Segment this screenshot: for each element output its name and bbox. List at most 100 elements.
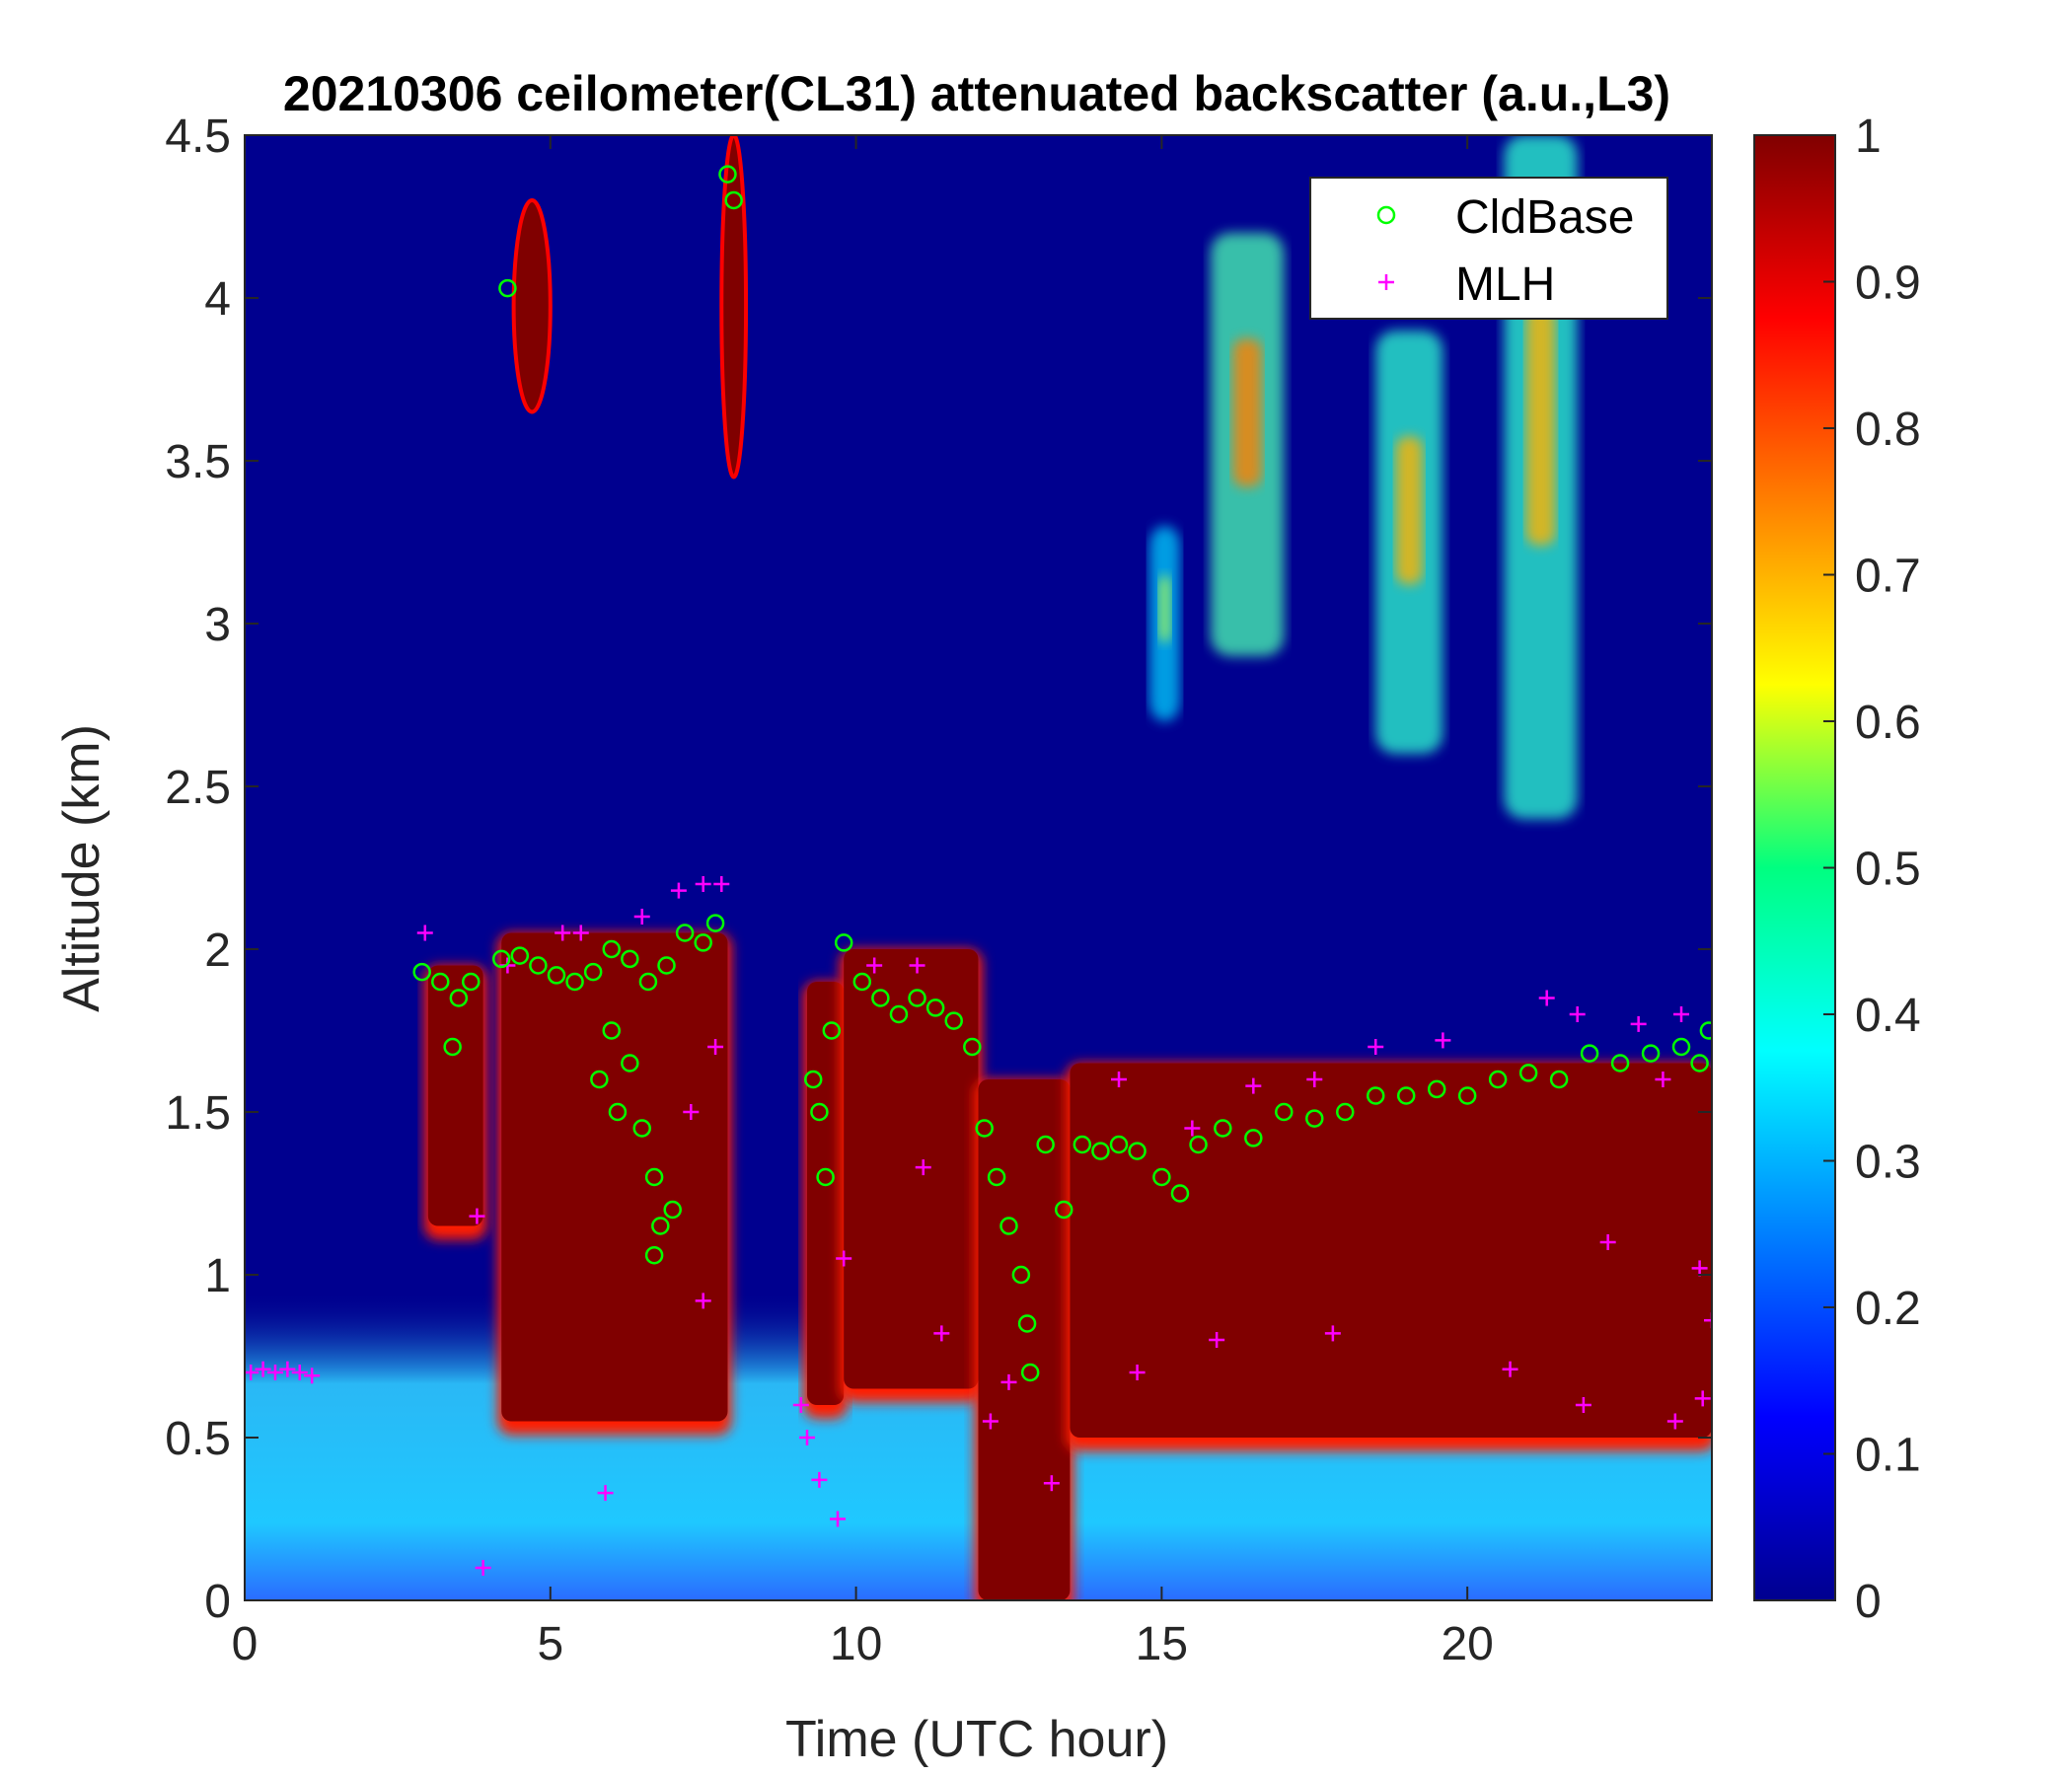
cldbase-point-26 (663, 1200, 682, 1220)
mlh-point-6 (416, 925, 433, 941)
cldbase-point-32 (816, 1167, 835, 1187)
mlh-point-39 (1368, 1039, 1384, 1055)
mlh-point-1 (255, 1361, 271, 1377)
cldbase-point-52 (1109, 1135, 1129, 1154)
mlh-point-2 (266, 1365, 283, 1380)
y-tick-label: 2 (204, 925, 231, 977)
cldbase-point-25 (644, 1245, 664, 1265)
y-tick-label: 3.5 (165, 436, 231, 488)
mlh-point-28 (915, 1159, 931, 1176)
cldbase-point-17 (705, 914, 725, 932)
cldbase-point-73 (1690, 1054, 1709, 1073)
mlh-point-33 (1129, 1365, 1146, 1380)
mlh-point-24 (836, 1250, 852, 1267)
mlh-point-11 (572, 925, 589, 941)
mlh-point-36 (1245, 1077, 1262, 1094)
mlh-point-40 (1435, 1032, 1451, 1049)
mlh-point-4 (291, 1365, 308, 1380)
cldbase-point-14 (657, 956, 676, 975)
cldbase-point-15 (675, 924, 695, 942)
heatmap-layer-core (1070, 1063, 1712, 1438)
cldbase-point-34 (834, 933, 853, 952)
cldbase-point-29 (724, 190, 743, 210)
mlh-point-20 (792, 1397, 809, 1413)
cldbase-point-22 (632, 1119, 651, 1138)
mlh-point-25 (866, 957, 883, 974)
y-tick-label: 3 (204, 599, 231, 651)
cldbase-point-6 (510, 946, 530, 965)
cldbase-point-13 (638, 972, 658, 992)
heatmap-aerosol-core-11 (1525, 306, 1556, 546)
mlh-point-43 (1569, 1006, 1586, 1022)
cldbase-point-48 (1036, 1135, 1055, 1154)
heatmap-layer-core (844, 949, 979, 1389)
cldbase-point-57 (1214, 1119, 1232, 1138)
y-tick-label: 4 (204, 273, 231, 326)
cldbase-point-61 (1336, 1102, 1355, 1122)
cldbase-point-38 (908, 989, 926, 1007)
x-tick-label: 0 (232, 1618, 259, 1670)
mlh-point-41 (1502, 1361, 1518, 1377)
cldbase-point-33 (822, 1021, 842, 1040)
legend-box (1309, 177, 1668, 320)
cldbase-point-8 (547, 966, 566, 985)
mlh-point-22 (811, 1471, 828, 1488)
legend-mlh-marker (1378, 274, 1394, 290)
mlh-point-7 (469, 1208, 485, 1224)
mlh-point-10 (555, 925, 571, 941)
heatmap-dense-layer-4 (840, 949, 983, 1403)
cldbase-point-69 (1580, 1044, 1599, 1063)
mlh-point-16 (713, 876, 730, 892)
cldbase-point-51 (1091, 1142, 1110, 1160)
legend: CldBase MLH (1309, 177, 1668, 320)
y-axis-label: Altitude (km) (53, 724, 111, 1012)
x-tick-label: 15 (1136, 1618, 1188, 1670)
heatmap-aerosol-core-9 (1232, 338, 1262, 487)
cldbase-point-71 (1641, 1044, 1661, 1063)
mlh-point-19 (695, 1293, 711, 1309)
cldbase-point-62 (1366, 1086, 1385, 1105)
mlh-point-32 (1111, 1072, 1128, 1087)
colorbar-ticks: 0 0.1 0.2 0.3 0.4 0.5 0.6 0.7 0.8 0.9 1 (1823, 111, 1921, 1628)
cldbase-point-37 (889, 1004, 909, 1024)
cldbase-point-31 (803, 1070, 823, 1089)
mlh-point-50 (1691, 1260, 1708, 1277)
colorbar-gradient (1753, 134, 1836, 1601)
mlh-point-3 (279, 1361, 296, 1377)
cldbase-point-2 (449, 989, 469, 1007)
cldbase-point-27 (498, 278, 517, 298)
mlh-point-31 (1043, 1475, 1060, 1492)
cldbase-point-18 (590, 1070, 609, 1089)
cldbase-point-3 (461, 972, 481, 992)
mlh-point-12 (597, 1485, 614, 1502)
cldbase-point-24 (651, 1217, 670, 1235)
cldbase-point-59 (1275, 1102, 1294, 1122)
mlh-point-51 (1694, 1390, 1711, 1407)
legend-cldbase-label: CldBase (1455, 191, 1634, 244)
heatmap-elevated-cloud-8 (719, 135, 749, 480)
mlh-point-34 (1184, 1120, 1201, 1137)
cldbase-point-43 (987, 1167, 1006, 1187)
x-axis: 0 5 10 15 20 (232, 135, 1494, 1670)
cldbase-point-60 (1305, 1109, 1324, 1128)
mlh-point-46 (1630, 1015, 1647, 1032)
y-tick-label: 1.5 (165, 1087, 231, 1140)
mlh-point-8 (475, 1560, 491, 1576)
cldbase-point-39 (925, 999, 945, 1017)
cldbase-point-68 (1549, 1070, 1569, 1089)
cldbase-point-5 (491, 949, 511, 969)
cldbase-point-30 (810, 1102, 829, 1122)
heatmap-dense-layer-5 (974, 1079, 1074, 1600)
y-tick-label: 4.5 (165, 111, 231, 163)
cldbase-point-4 (443, 1037, 462, 1057)
cldbase-point-70 (1610, 1054, 1630, 1073)
cldbase-point-23 (644, 1167, 664, 1187)
mlh-point-26 (909, 957, 925, 974)
colorbar-tick-label: 0.4 (1855, 990, 1921, 1042)
y-axis: 0 0.5 1 1.5 2 2.5 3 3.5 4 4.5 (165, 111, 1712, 1628)
cldbase-point-1 (431, 972, 450, 992)
mlh-point-30 (1000, 1373, 1017, 1390)
cldbase-point-63 (1396, 1086, 1416, 1105)
colorbar: 0 0.1 0.2 0.3 0.4 0.5 0.6 0.7 0.8 0.9 1 (1753, 111, 1921, 1628)
